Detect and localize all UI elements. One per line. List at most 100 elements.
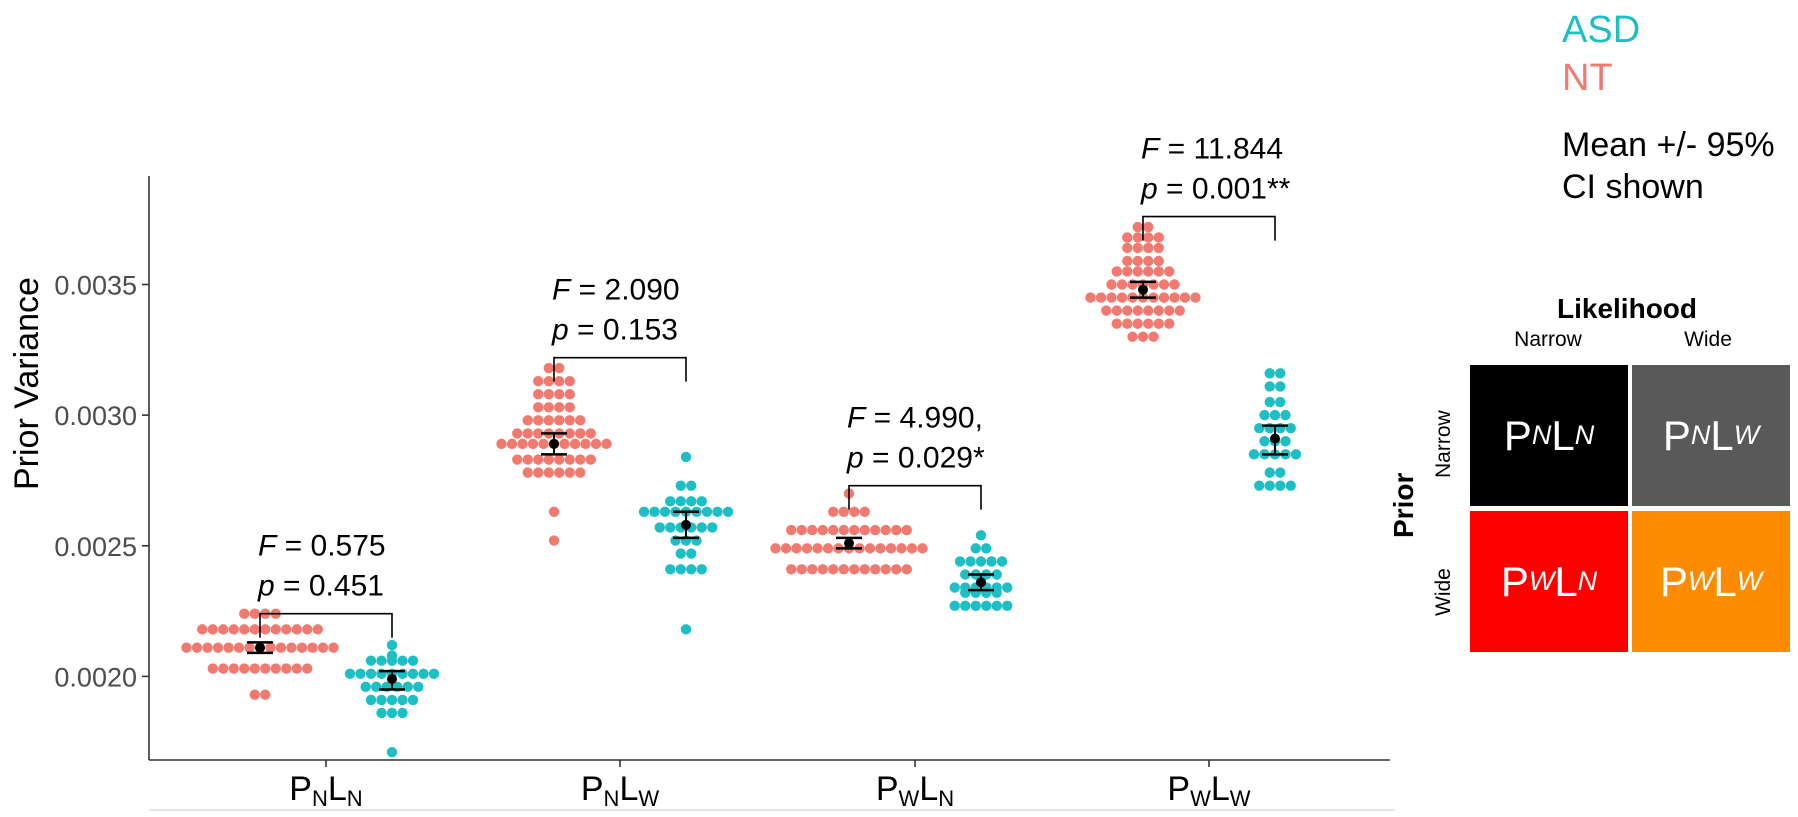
nt-data-point bbox=[265, 642, 276, 653]
asd-data-point bbox=[675, 480, 686, 491]
asd-data-point bbox=[397, 707, 408, 719]
nt-data-point bbox=[1143, 318, 1154, 329]
nt-data-point bbox=[1143, 255, 1154, 267]
nt-data-point bbox=[228, 624, 239, 635]
nt-data-point bbox=[554, 402, 565, 413]
nt-data-point bbox=[590, 438, 602, 450]
y-tick-label: 0.0030 bbox=[54, 401, 137, 431]
nt-data-point bbox=[885, 543, 897, 554]
asd-data-point bbox=[991, 569, 1002, 580]
asd-data-point bbox=[649, 506, 660, 518]
nt-data-point bbox=[543, 415, 554, 426]
significance-bracket bbox=[848, 484, 982, 510]
nt-data-point bbox=[1143, 242, 1154, 254]
asd-data-point bbox=[397, 694, 408, 706]
nt-data-point bbox=[1143, 221, 1154, 233]
nt-data-point bbox=[1111, 266, 1122, 277]
nt-data-point bbox=[917, 543, 928, 554]
asd-data-point bbox=[1275, 368, 1286, 379]
nt-data-point bbox=[859, 524, 870, 536]
nt-data-point bbox=[296, 642, 308, 653]
nt-data-point bbox=[239, 663, 250, 674]
nt-data-point bbox=[1153, 232, 1164, 243]
mean-marker bbox=[976, 577, 986, 588]
nt-data-point bbox=[496, 438, 507, 450]
nt-data-point bbox=[807, 524, 818, 536]
nt-data-point bbox=[197, 624, 208, 635]
asd-data-point bbox=[696, 564, 707, 575]
legend-nt: NT bbox=[1562, 57, 1613, 99]
nt-data-point bbox=[891, 564, 902, 575]
asd-data-point bbox=[1285, 422, 1296, 434]
asd-data-point bbox=[1259, 436, 1270, 447]
significance-bracket bbox=[259, 612, 393, 638]
nt-data-point bbox=[838, 564, 849, 575]
nt-data-point bbox=[260, 689, 271, 700]
nt-data-point bbox=[1111, 318, 1122, 329]
nt-data-point bbox=[1106, 279, 1117, 290]
nt-data-point bbox=[538, 438, 549, 450]
nt-data-point bbox=[870, 564, 881, 575]
nt-data-point bbox=[1132, 318, 1143, 329]
nt-data-point bbox=[244, 642, 255, 653]
asd-data-point bbox=[365, 694, 377, 706]
nt-data-point bbox=[270, 663, 281, 674]
nt-data-point bbox=[302, 624, 313, 635]
nt-data-point bbox=[807, 564, 818, 575]
nt-data-point bbox=[512, 454, 523, 465]
nt-data-point bbox=[543, 454, 554, 465]
nt-data-point bbox=[849, 506, 860, 518]
nt-data-point bbox=[522, 454, 533, 465]
nt-data-point bbox=[512, 428, 523, 439]
f-statistic-label: F = 4.990, bbox=[847, 402, 983, 435]
nt-data-point bbox=[575, 415, 586, 426]
nt-data-point bbox=[207, 663, 218, 674]
nt-data-point bbox=[1179, 292, 1191, 303]
nt-data-point bbox=[533, 415, 544, 426]
asd-data-point bbox=[376, 694, 387, 706]
nt-data-point bbox=[543, 389, 554, 400]
nt-data-point bbox=[1153, 266, 1164, 277]
nt-data-point bbox=[838, 506, 849, 518]
nt-data-point bbox=[870, 524, 881, 536]
nt-data-point bbox=[543, 402, 554, 413]
asd-data-point bbox=[1002, 600, 1013, 612]
asd-data-point bbox=[975, 556, 987, 567]
asd-data-point bbox=[665, 564, 676, 575]
nt-data-point bbox=[281, 663, 292, 674]
nt-data-point bbox=[1122, 242, 1133, 254]
nt-data-point bbox=[218, 663, 229, 674]
asd-data-point bbox=[344, 668, 356, 679]
nt-data-point bbox=[281, 624, 292, 635]
nt-data-point bbox=[218, 624, 229, 635]
nt-data-point bbox=[580, 438, 591, 450]
asd-data-point bbox=[1264, 467, 1275, 478]
asd-data-point bbox=[686, 564, 697, 575]
nt-data-point bbox=[291, 663, 302, 674]
nt-data-point bbox=[564, 375, 575, 387]
nt-data-point bbox=[575, 428, 586, 439]
asd-data-point bbox=[975, 530, 987, 541]
nt-data-point bbox=[1153, 242, 1164, 254]
nt-data-point bbox=[286, 642, 297, 653]
asd-data-point bbox=[981, 600, 992, 612]
nt-data-point bbox=[822, 543, 834, 554]
asd-data-point bbox=[991, 582, 1002, 593]
asd-data-point bbox=[360, 681, 371, 693]
nt-data-point bbox=[522, 428, 533, 439]
nt-data-point bbox=[1143, 305, 1154, 316]
nt-data-point bbox=[506, 438, 518, 450]
nt-data-point bbox=[849, 524, 860, 536]
asd-data-point bbox=[707, 522, 718, 533]
nt-data-point bbox=[275, 642, 287, 653]
f-statistic-label: F = 2.090 bbox=[552, 274, 680, 307]
nt-data-point bbox=[191, 642, 203, 653]
nt-data-point bbox=[1132, 232, 1143, 243]
nt-data-point bbox=[817, 564, 828, 575]
nt-data-point bbox=[601, 438, 612, 450]
asd-data-point bbox=[1290, 449, 1302, 460]
nt-data-point bbox=[302, 663, 313, 674]
nt-data-point bbox=[1164, 266, 1175, 277]
